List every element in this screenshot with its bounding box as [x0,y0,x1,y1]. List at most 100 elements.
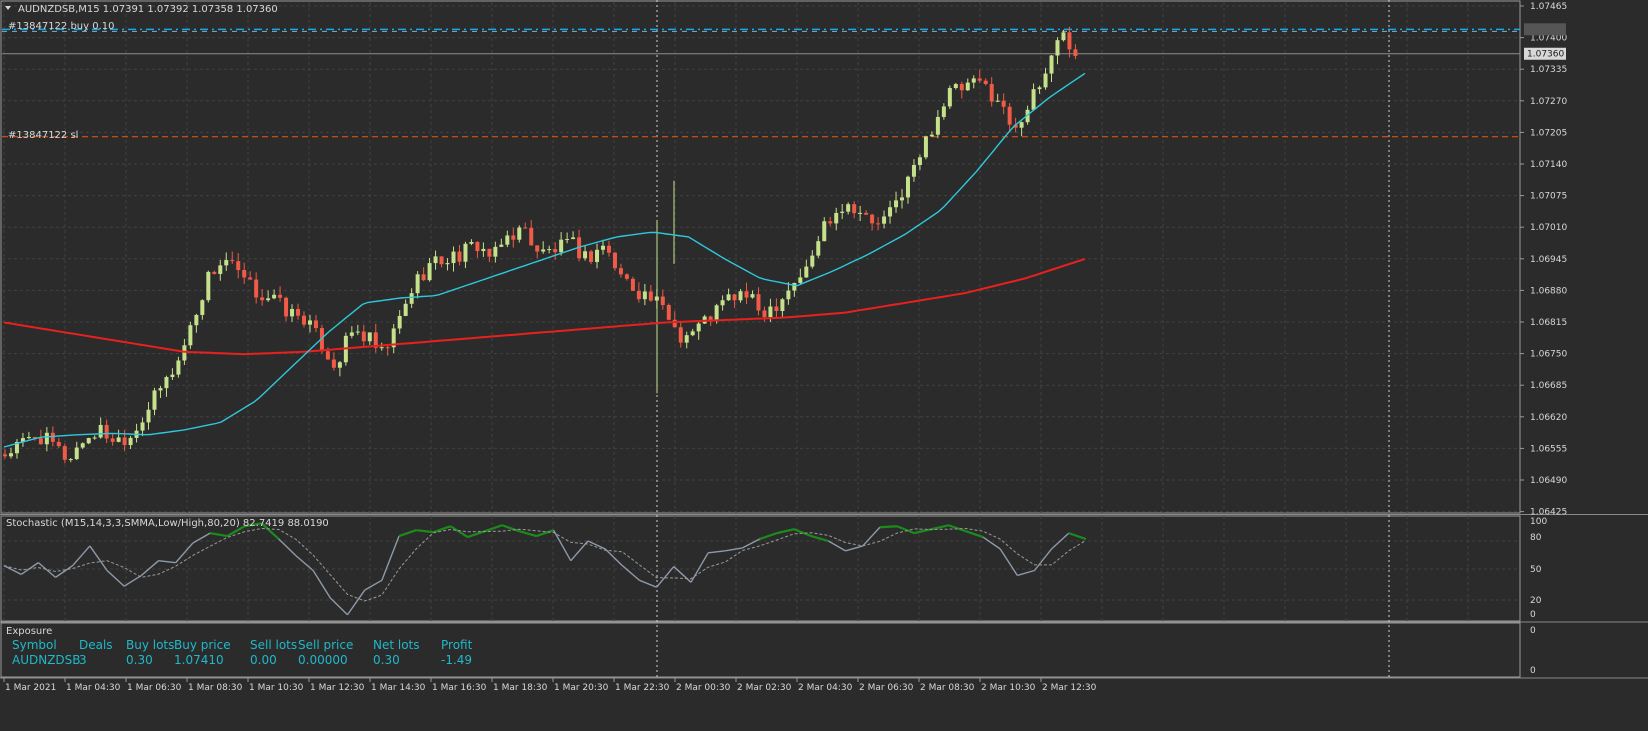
candle-body [696,323,701,332]
stochastic-main-line [793,528,812,538]
exposure-col-buyprice: Buy price [174,638,231,652]
candle-body [242,270,247,278]
candle-body [3,454,7,457]
candle-body [612,252,617,269]
candle-body [941,106,946,117]
candle-body [128,437,133,446]
stochastic-main-line [312,570,331,599]
candle-body [176,360,181,375]
candle-body [427,263,432,281]
exposure-col-sellprice: Sell price [298,638,354,652]
candle-body [870,214,875,224]
y-axis-label: 1.06620 [1530,413,1567,423]
candle-body [373,332,378,348]
candle-body [571,237,576,240]
candle-body [116,437,121,442]
x-axis-label: 1 Mar 20:30 [554,683,609,693]
candle-body [266,298,271,301]
candle-body [397,315,402,329]
candle-body [457,251,462,262]
exposure-col-netlots: Net lots [373,638,420,652]
candle-body [1067,32,1072,50]
candle-body [110,438,115,442]
stochastic-main-line [123,574,142,587]
candle-body [337,362,342,368]
y-axis-label: 1.06685 [1530,381,1567,391]
candle-body [756,294,761,311]
y-axis-label: 1.07335 [1530,65,1567,75]
candle-body [272,294,277,299]
stochastic-main-line [501,524,520,533]
exposure-pane-frame [0,622,1521,678]
stochastic-main-line [621,565,640,581]
stochastic-main-line [982,536,1001,550]
y-axis-label: 1.07075 [1530,192,1567,202]
stochastic-main-line [552,529,572,562]
candle-body [367,332,372,342]
stochastic-main-line [209,532,228,538]
stochastic-main-line [931,524,949,531]
candle-body [660,296,665,306]
stochastic-pane-frame [0,515,1521,622]
candle-body [218,265,223,274]
slow-ma-line [3,257,1086,356]
stochastic-main-line [3,564,22,576]
buy-price-tag [1524,23,1566,36]
stochastic-main-line [690,552,709,583]
candle-body [983,80,988,85]
candle-body [44,432,49,445]
candle-body [415,274,420,294]
order-label: #13847122 buy 0.10 [8,21,115,32]
candle-body [1055,40,1060,56]
stochastic-main-line [295,555,314,572]
candle-body [618,268,623,275]
stochastic-level-label: 0 [1530,610,1536,620]
candle-body [487,248,492,257]
exposure-buylots: 0.30 [126,653,153,667]
candle-body [20,438,25,442]
candle-body [953,84,958,88]
candle-body [260,297,265,301]
candle-body [690,331,695,336]
candle-body [8,453,13,457]
stochastic-main-line [828,540,846,552]
stochastic-main-line [140,560,160,576]
exposure-deals: 3 [79,653,87,667]
candle-body [307,320,312,325]
candle-body [331,359,336,368]
stochastic-main-line [106,569,125,587]
candle-body [80,443,85,448]
candle-body [738,291,743,301]
stochastic-main-line [965,530,984,539]
candle-body [164,377,169,389]
candle-body [923,136,928,158]
candle-body [822,221,827,242]
candle-body [355,331,360,333]
stochastic-main-line [381,535,400,581]
candle-body [553,249,558,253]
candle-body [206,271,211,301]
candle-body [565,239,570,241]
candle-body [840,211,845,213]
candle-body [92,437,97,439]
candle-body [894,200,899,208]
stochastic-main-line [1051,532,1070,550]
candle-body [786,290,791,300]
candle-body [104,424,109,439]
candle-body [888,207,893,217]
stochastic-main-line [845,545,863,552]
candle-body [900,197,904,201]
candle-body [385,347,390,349]
stochastic-main-line [484,524,503,533]
stochastic-main-line [244,522,262,528]
candle-body [194,314,199,326]
stochastic-main-line [192,532,211,544]
candle-body [929,134,934,137]
candle-body [391,328,396,348]
candle-body [1025,109,1030,123]
y-axis-label: 1.07205 [1530,128,1567,138]
candle-body [935,116,940,135]
candle-body [768,306,773,317]
y-axis-label: 1.06490 [1530,476,1567,486]
